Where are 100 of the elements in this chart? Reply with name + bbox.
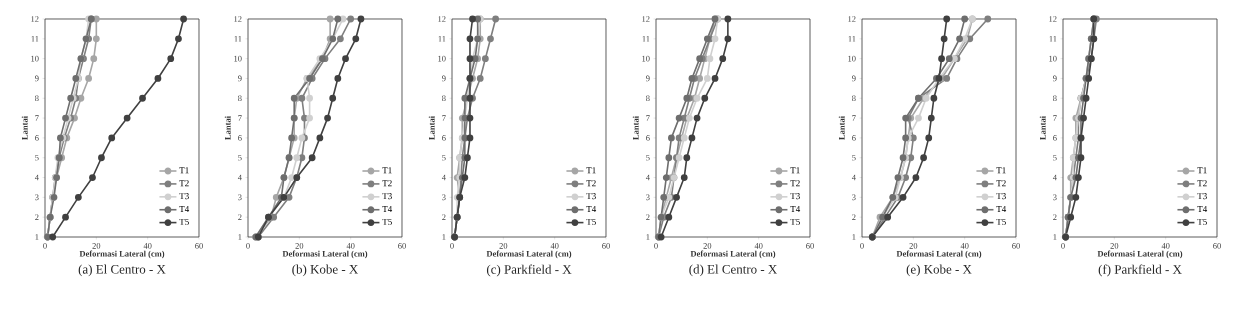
y-tick-label: 12 (848, 16, 856, 22)
y-tick-label: 5 (852, 154, 856, 161)
y-tick-label: 3 (1053, 194, 1057, 201)
legend-label: T5 (996, 218, 1006, 225)
y-tick-label: 12 (438, 16, 446, 22)
legend-label: T5 (586, 218, 596, 225)
x-tick-label: 40 (754, 243, 763, 249)
x-tick-label: 0 (1061, 243, 1065, 249)
legend-label: T5 (1197, 218, 1207, 225)
y-tick-label: 2 (1053, 214, 1057, 220)
legend-label: T1 (586, 167, 596, 174)
y-tick-label: 10 (234, 55, 242, 62)
text: (b) Kobe - X (292, 264, 359, 277)
legend-label: T3 (790, 193, 800, 200)
y-tick-label: 10 (31, 55, 39, 62)
text: (f) Parkfield - X (1098, 264, 1182, 277)
y-tick-label: 2 (442, 214, 446, 220)
x-tick-label: 0 (860, 243, 864, 249)
legend-label: T4 (179, 206, 190, 212)
y-axis-title: Lantai (632, 116, 639, 140)
y-tick-label: 3 (646, 194, 650, 201)
y-tick-label: 11 (234, 36, 242, 42)
legend-label: T3 (586, 193, 596, 200)
y-tick-label: 6 (238, 135, 242, 141)
y-tick-label: 6 (442, 135, 446, 141)
legend-label: T4 (586, 206, 597, 212)
y-tick-label: 7 (35, 115, 39, 121)
legend-label: T2 (996, 180, 1006, 187)
y-tick-label: 9 (646, 75, 650, 82)
x-tick-label: 20 (1110, 243, 1119, 249)
y-tick-label: 4 (237, 174, 242, 181)
y-tick-label: 12 (234, 16, 242, 22)
x-tick-label: 20 (703, 243, 712, 249)
y-tick-label: 1 (35, 234, 39, 240)
x-tick-label: 0 (246, 243, 250, 249)
y-tick-label: 2 (35, 214, 39, 220)
y-tick-label: 8 (1053, 95, 1057, 102)
y-tick-label: 6 (646, 135, 650, 141)
legend-label: T3 (1197, 193, 1207, 200)
x-axis-title: Deformasi Lateral (cm) (690, 250, 776, 259)
y-axis-title: Lantai (224, 116, 231, 140)
x-tick-label: 60 (1012, 243, 1020, 249)
y-tick-label: 3 (238, 194, 242, 201)
y-tick-label: 6 (852, 135, 856, 141)
x-tick-label: 40 (1161, 243, 1170, 249)
x-tick-label: 60 (398, 243, 406, 249)
y-tick-label: 2 (646, 214, 650, 220)
y-tick-label: 5 (1053, 154, 1057, 161)
legend-label: T5 (179, 218, 189, 225)
y-tick-label: 2 (238, 214, 242, 220)
y-tick-label: 7 (442, 115, 446, 121)
x-tick-label: 20 (92, 243, 101, 249)
legend-label: T2 (1197, 180, 1207, 187)
y-tick-label: 5 (442, 154, 446, 161)
y-axis-title: Lantai (838, 116, 845, 140)
legend-label: T2 (179, 180, 189, 187)
text: (c) Parkfield - X (486, 264, 572, 277)
y-tick-label: 5 (238, 154, 242, 161)
y-tick-label: 8 (852, 95, 856, 102)
y-tick-label: 8 (238, 95, 242, 102)
y-tick-label: 12 (1049, 16, 1057, 22)
x-tick-label: 40 (143, 243, 152, 249)
y-tick-label: 10 (438, 55, 446, 62)
x-tick-label: 60 (195, 243, 203, 249)
y-tick-label: 11 (438, 36, 446, 42)
y-tick-label: 12 (642, 16, 650, 22)
y-axis-title: Lantai (1039, 116, 1046, 140)
y-tick-label: 4 (851, 174, 856, 181)
y-tick-label: 8 (442, 95, 446, 102)
legend-label: T4 (790, 206, 801, 212)
legend-label: T1 (996, 167, 1006, 174)
y-tick-label: 1 (852, 234, 856, 240)
x-tick-label: 60 (602, 243, 610, 249)
y-tick-label: 8 (35, 95, 39, 102)
y-tick-label: 4 (441, 174, 446, 181)
y-tick-label: 9 (852, 75, 856, 82)
x-tick-label: 20 (295, 243, 304, 249)
text: (a) El Centro - X (78, 264, 166, 277)
y-tick-label: 10 (1049, 55, 1057, 62)
y-tick-label: 10 (642, 55, 650, 62)
y-tick-label: 3 (35, 194, 39, 201)
legend-label: T1 (382, 167, 392, 174)
y-tick-label: 11 (31, 36, 39, 42)
y-tick-label: 4 (34, 174, 39, 181)
y-tick-label: 1 (646, 234, 650, 240)
legend-label: T3 (179, 193, 189, 200)
y-tick-label: 9 (35, 75, 39, 82)
legend-label: T1 (790, 167, 800, 174)
text: (e) Kobe - X (906, 264, 972, 277)
y-axis-title: Lantai (428, 116, 435, 140)
x-tick-label: 40 (346, 243, 355, 249)
y-tick-label: 7 (646, 115, 650, 121)
x-tick-label: 0 (654, 243, 658, 249)
x-tick-label: 60 (1213, 243, 1221, 249)
y-tick-label: 11 (642, 36, 650, 42)
legend-label: T2 (382, 180, 392, 187)
x-tick-label: 60 (806, 243, 814, 249)
y-axis-title: Lantai (21, 116, 28, 140)
x-axis-title: Deformasi Lateral (cm) (896, 250, 982, 259)
y-tick-label: 11 (1049, 36, 1057, 42)
